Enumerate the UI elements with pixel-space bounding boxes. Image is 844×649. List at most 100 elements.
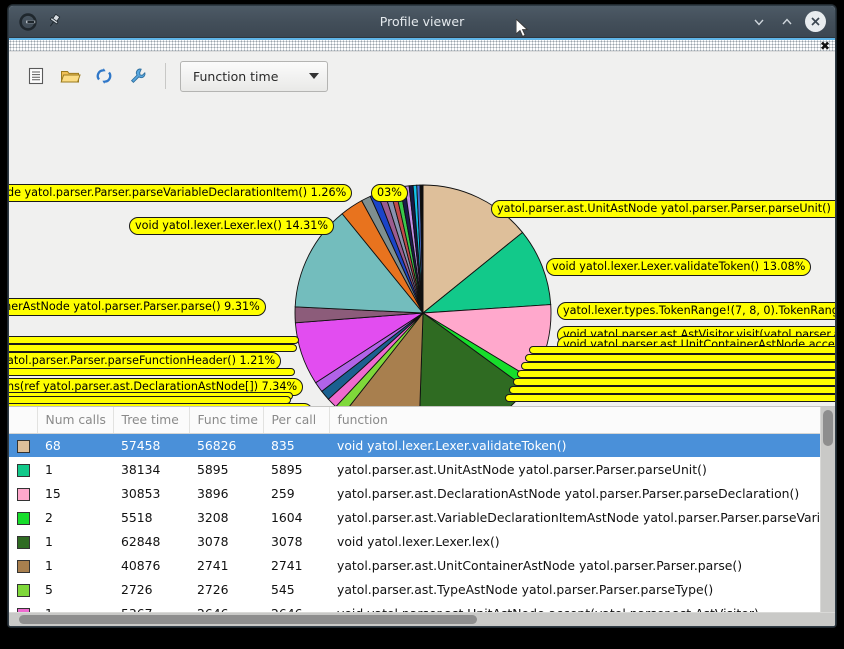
pin-icon[interactable] [46, 13, 64, 31]
table-viewport: Num calls Tree time Func time Per call f… [9, 407, 820, 612]
cell-func-time: 5895 [197, 461, 229, 477]
cell-num-calls: 1 [37, 601, 113, 613]
toolbar-drag-strip[interactable]: ✖ [9, 38, 835, 52]
cell-per-call: 259 [271, 485, 295, 501]
cell-func-time: 2741 [197, 557, 229, 573]
pie-slice-label-collapsed [509, 386, 835, 394]
pie-slice-label: yatol.lexer.types.TokenRange!(7, 8, 0).T… [557, 302, 835, 320]
close-icon[interactable] [805, 11, 826, 32]
cell-func-time: 3078 [197, 533, 229, 549]
window-controls [749, 11, 835, 32]
pie-slice-label-collapsed [9, 336, 299, 344]
window-title: Profile viewer [379, 14, 465, 29]
table-row[interactable]: 1 38134 5895 5895 yatol.parser.ast.UnitAstNo… [9, 457, 820, 481]
column-header-tree-time[interactable]: Tree time [113, 407, 190, 434]
cell-num-calls: 1 [45, 461, 53, 477]
table-row[interactable]: 1 62848 3078 3078 void yatol.lexer.Lexer.lex… [9, 529, 820, 553]
table-vertical-scrollbar[interactable] [820, 407, 835, 612]
pie-slice-label-collapsed [9, 396, 291, 404]
cell-per-call: 5895 [271, 461, 303, 477]
cell-tree-time: 5367 [113, 601, 189, 613]
refresh-icon[interactable] [91, 63, 117, 89]
list-view-icon[interactable] [23, 63, 49, 89]
vertical-scroll-thumb[interactable] [823, 410, 833, 446]
cell-tree-time: 30853 [121, 485, 161, 501]
horizontal-scroll-thumb[interactable] [19, 615, 477, 624]
table-row[interactable]: 5 2726 2726 545 yatol.parser.ast.TypeAstNode… [9, 577, 820, 601]
chevron-down-icon [309, 73, 319, 79]
pie-slice-label-collapsed [525, 354, 835, 362]
color-swatch-icon [16, 583, 30, 597]
mode-select[interactable]: Function time [180, 60, 328, 92]
cell-num-calls: 2 [45, 509, 53, 525]
pie-slice[interactable] [421, 231, 552, 314]
pie-slice-label: inerAstNode yatol.parser.Parser.parse() … [9, 298, 266, 316]
cell-per-call: 545 [271, 581, 295, 597]
column-header-per-call[interactable]: Per call [263, 407, 330, 434]
pie-slice-label-collapsed [529, 346, 835, 354]
cell-num-calls: 15 [45, 485, 61, 501]
column-header-num-calls[interactable]: Num calls [37, 407, 114, 434]
cell-per-call: 2741 [271, 557, 303, 573]
row-color-swatch [9, 505, 37, 529]
pie-slice[interactable] [419, 184, 424, 314]
cell-func-time: 3896 [197, 485, 229, 501]
pie-slice-label-collapsed [9, 368, 295, 376]
pie-slice-label: void yatol.lexer.Lexer.validateToken() 1… [546, 258, 812, 276]
cell-function: yatol.parser.ast.UnitContainerAstNode ya… [337, 557, 743, 573]
cell-tree-time: 5518 [121, 509, 153, 525]
table-horizontal-scrollbar[interactable] [9, 612, 835, 626]
column-header-func-time[interactable]: Func time [189, 407, 264, 434]
cell-per-call: 3078 [271, 533, 303, 549]
euler-logo-icon [19, 12, 37, 31]
cell-num-calls: 5 [45, 581, 53, 597]
column-header-color[interactable] [9, 407, 38, 434]
pie-slice-label-collapsed [505, 394, 835, 402]
row-color-swatch [9, 433, 37, 457]
color-swatch-icon [16, 463, 30, 477]
table-row[interactable]: 15 30853 3896 259 yatol.parser.ast.Declarati… [9, 481, 820, 505]
cell-tree-time: 40876 [121, 557, 161, 573]
table-row[interactable]: 68 57458 56826 835 void yatol.lexer.Lexer.va… [9, 433, 820, 457]
table-scroll-area: Num calls Tree time Func time Per call f… [9, 407, 835, 612]
color-swatch-icon [16, 439, 30, 453]
dock-close-icon[interactable]: ✖ [819, 38, 830, 53]
pie-slice[interactable] [294, 213, 424, 314]
color-swatch-icon [16, 607, 30, 612]
table-row[interactable]: 1 40876 2741 2741 yatol.parser.ast.UnitConta… [9, 553, 820, 577]
color-swatch-icon [16, 535, 30, 549]
row-color-swatch [9, 577, 37, 601]
row-color-swatch [9, 481, 37, 505]
cell-tree-time: 38134 [121, 461, 161, 477]
cell-func-time: 2726 [197, 581, 229, 597]
chevron-down-icon[interactable] [749, 12, 769, 32]
table-row[interactable]: 1536726462646void yatol.parser.ast.UnitA… [9, 601, 820, 612]
pie-slice-label-collapsed [513, 378, 835, 386]
color-swatch-icon [16, 511, 30, 525]
cell-function: yatol.parser.ast.DeclarationAstNode yato… [337, 485, 800, 501]
cell-function: void yatol.parser.ast.UnitAstNode.accept… [329, 601, 820, 613]
chevron-up-icon[interactable] [777, 12, 797, 32]
pie-slice-label-collapsed [521, 362, 835, 370]
open-folder-icon[interactable] [57, 63, 83, 89]
cell-per-call: 835 [263, 433, 329, 457]
function-table-pane: Num calls Tree time Func time Per call f… [9, 406, 835, 626]
pie-slice-label: void yatol.lexer.Lexer.lex() 14.31% [129, 217, 335, 235]
table-row[interactable]: 2 5518 3208 1604 yatol.parser.ast.VariableDe… [9, 505, 820, 529]
table-body: 68 57458 56826 835 void yatol.lexer.Lexer.va… [9, 433, 820, 612]
row-color-swatch [9, 457, 37, 481]
titlebar-left-icons [9, 12, 64, 31]
cell-per-call: 2646 [263, 601, 329, 613]
cell-tree-time: 57458 [113, 433, 189, 457]
cell-per-call: 1604 [271, 509, 303, 525]
pie-slices [294, 184, 552, 406]
pie-slice-label: yatol.parser.ast.UnitAstNode yatol.parse… [491, 200, 835, 218]
cell-num-calls: 1 [45, 533, 53, 549]
column-header-function[interactable]: function [329, 407, 820, 434]
cell-function: yatol.parser.ast.TypeAstNode yatol.parse… [337, 581, 714, 597]
cell-func-time: 2646 [189, 601, 263, 613]
wrench-icon[interactable] [125, 63, 151, 89]
window-titlebar[interactable]: Profile viewer [9, 6, 835, 38]
pie-chart-pane[interactable]: de yatol.parser.Parser.parseVariableDecl… [9, 100, 835, 406]
